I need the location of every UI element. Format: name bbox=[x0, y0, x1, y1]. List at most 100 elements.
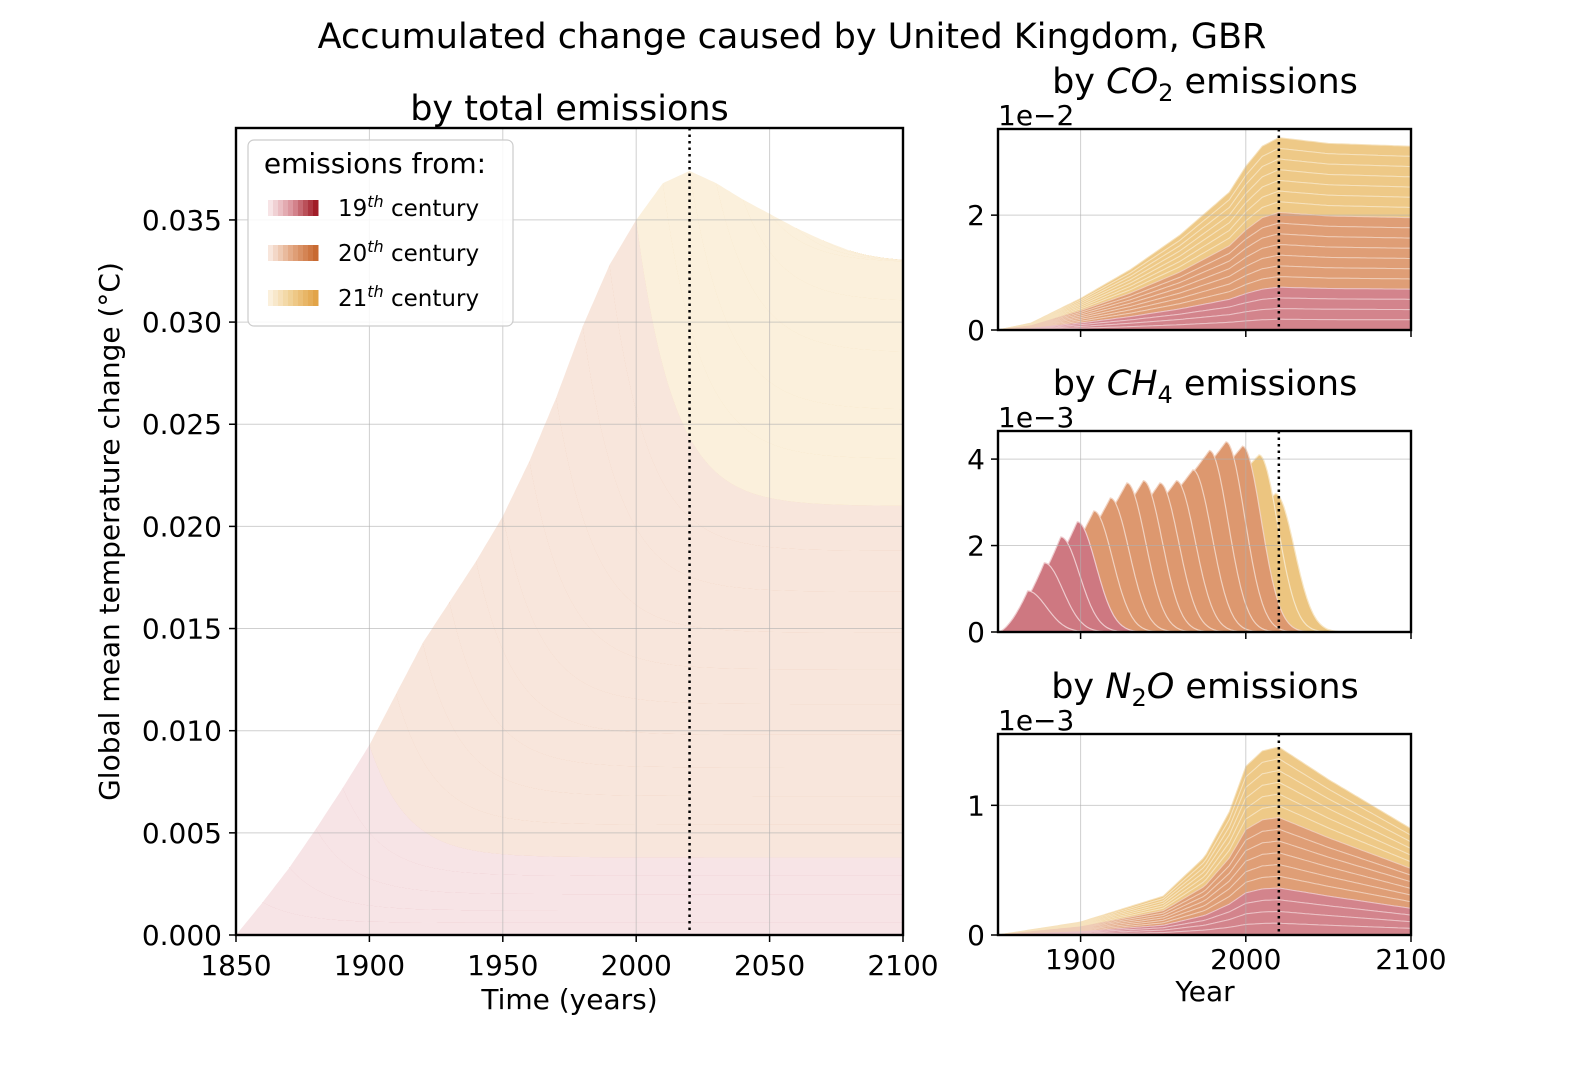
area-band-1990 bbox=[609, 219, 903, 551]
legend-label: 19th century bbox=[338, 192, 479, 222]
legend-swatch bbox=[313, 290, 319, 306]
n2o-plot-area bbox=[998, 746, 1411, 935]
legend-swatch bbox=[308, 200, 314, 216]
legend-swatch bbox=[283, 290, 289, 306]
panel-title-n2o: by N2O emissions bbox=[1051, 667, 1359, 712]
area-band-1960 bbox=[529, 397, 903, 670]
area-band-2020 bbox=[689, 170, 903, 410]
legend-ordinal: 21 bbox=[338, 286, 367, 312]
legend-swatch bbox=[288, 290, 294, 306]
co2-offset-text: 1e−2 bbox=[998, 99, 1074, 132]
y-tick-label: 0 bbox=[967, 314, 985, 347]
title-sub: 4 bbox=[1158, 381, 1173, 409]
legend-swatch bbox=[303, 245, 309, 261]
title-pre: by bbox=[1051, 667, 1105, 707]
area-band-1850 bbox=[236, 902, 903, 935]
legend-swatch bbox=[313, 245, 319, 261]
panel-title-ch4: by CH4 emissions bbox=[1053, 364, 1358, 409]
y-tick-label: 1 bbox=[967, 789, 985, 822]
legend-box bbox=[247, 139, 514, 327]
y-tick-label: 0.025 bbox=[142, 408, 222, 441]
area-band-1890 bbox=[342, 745, 903, 876]
area-band-2040 bbox=[742, 199, 903, 301]
panel-title-co2: by CO2 emissions bbox=[1052, 62, 1358, 107]
area-band-2050 bbox=[769, 213, 903, 262]
area-layer bbox=[998, 318, 1411, 330]
y-tick-label: 0.020 bbox=[142, 510, 222, 543]
legend-swatch bbox=[293, 200, 299, 216]
title-main: N bbox=[1105, 667, 1131, 707]
x-tick-label: 2100 bbox=[867, 949, 938, 982]
legend-swatch bbox=[273, 290, 279, 306]
y-tick-label: 0.030 bbox=[142, 306, 222, 339]
ch4-plot-area bbox=[998, 441, 1411, 632]
y-tick-label: 0.005 bbox=[142, 817, 222, 850]
area-band-1950 bbox=[502, 461, 903, 705]
title-post: emissions bbox=[1173, 62, 1358, 102]
legend-label: 21th century bbox=[338, 282, 479, 312]
title-post: emissions bbox=[1173, 364, 1358, 404]
y-tick-label: 0 bbox=[967, 919, 985, 952]
figure-title: Accumulated change caused by United King… bbox=[318, 17, 1267, 57]
y-tick-label: 2 bbox=[967, 199, 985, 232]
title-sub: 2 bbox=[1131, 684, 1146, 712]
legend-swatch bbox=[268, 245, 274, 261]
area-band-1940 bbox=[476, 516, 903, 735]
x-tick-label: 1900 bbox=[1045, 943, 1116, 976]
x-tick-label: 2100 bbox=[1375, 943, 1446, 976]
total-frame bbox=[234, 126, 905, 937]
legend-swatch bbox=[298, 245, 304, 261]
area-band-2030 bbox=[716, 183, 903, 352]
area-band-2060 bbox=[796, 228, 903, 261]
total-plot-area bbox=[236, 170, 903, 935]
legend-suffix: century bbox=[384, 241, 479, 267]
title-pre: by bbox=[1052, 62, 1106, 102]
x-tick-label: 2000 bbox=[1210, 943, 1281, 976]
ch4-frame bbox=[996, 429, 1413, 634]
area-band-1980 bbox=[582, 264, 903, 592]
legend-swatch bbox=[278, 245, 284, 261]
x-tick-label: 1950 bbox=[467, 949, 538, 982]
legend-swatch bbox=[308, 290, 314, 306]
legend-ordinal: 20 bbox=[338, 241, 367, 267]
legend-swatch bbox=[313, 200, 319, 216]
area-band-2010 bbox=[662, 170, 903, 459]
y-tick-label: 2 bbox=[967, 530, 985, 563]
legend-suffix: century bbox=[384, 196, 479, 222]
panel-title-total: by total emissions bbox=[410, 89, 729, 129]
legend-sup: th bbox=[367, 282, 383, 301]
legend-swatch bbox=[283, 200, 289, 216]
title-main2: O bbox=[1147, 667, 1175, 707]
n2o-frame bbox=[996, 732, 1413, 937]
title-main: CO bbox=[1106, 62, 1158, 102]
legend-sup: th bbox=[367, 237, 383, 256]
legend: emissions from: 19th century 20th century 2… bbox=[247, 139, 514, 327]
y-tick-label: 0 bbox=[967, 616, 985, 649]
area-band-1920 bbox=[422, 602, 903, 797]
legend-swatch bbox=[278, 200, 284, 216]
legend-swatch bbox=[288, 245, 294, 261]
area-band-1880 bbox=[316, 787, 903, 895]
legend-title: emissions from: bbox=[264, 147, 486, 180]
legend-swatch bbox=[303, 200, 309, 216]
y-tick-label: 0.035 bbox=[142, 204, 222, 237]
legend-swatch bbox=[293, 245, 299, 261]
area-band-1970 bbox=[556, 326, 903, 633]
title-sub: 2 bbox=[1158, 79, 1173, 107]
legend-swatch bbox=[288, 200, 294, 216]
legend-swatch bbox=[293, 290, 299, 306]
legend-swatch bbox=[308, 245, 314, 261]
legend-swatch bbox=[273, 245, 279, 261]
x-tick-label: 2000 bbox=[601, 949, 672, 982]
legend-swatch bbox=[298, 290, 304, 306]
title-main: CH bbox=[1107, 364, 1158, 404]
n2o-offset-text: 1e−3 bbox=[998, 704, 1074, 737]
legend-swatch bbox=[298, 200, 304, 216]
area-layer bbox=[998, 922, 1411, 935]
title-post: emissions bbox=[1174, 667, 1359, 707]
area-band-1930 bbox=[449, 561, 903, 768]
y-tick-label: 0.000 bbox=[142, 919, 222, 952]
co2-plot-area bbox=[998, 137, 1411, 330]
legend-swatch bbox=[273, 200, 279, 216]
